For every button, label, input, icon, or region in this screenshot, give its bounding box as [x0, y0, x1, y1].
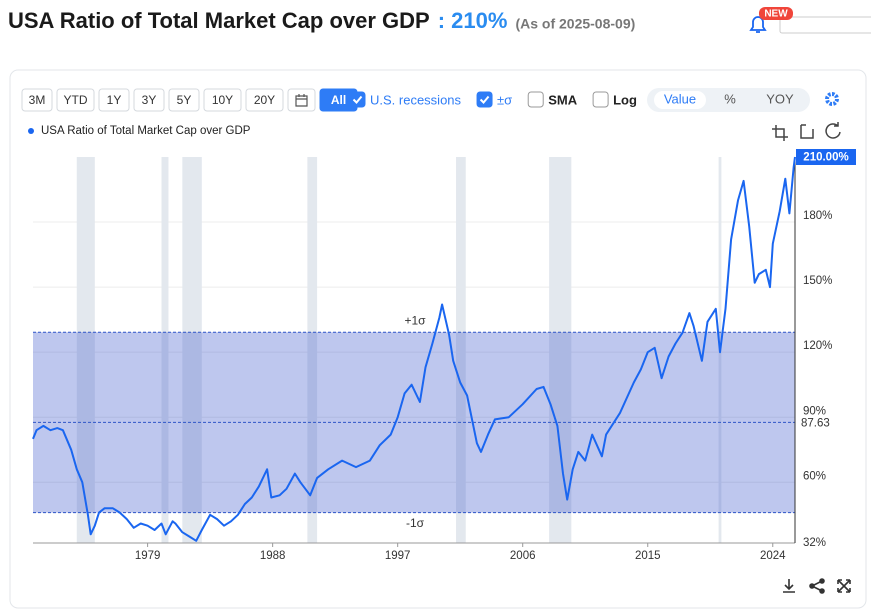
range-label[interactable]: 3M [29, 93, 46, 107]
bottom-tools[interactable] [783, 578, 851, 594]
sigma-lower-label: -1σ [406, 516, 425, 530]
option-label[interactable]: ±σ [497, 92, 512, 107]
recession-band [182, 157, 202, 543]
range-label[interactable]: 5Y [177, 93, 192, 107]
y-tick-label: 150% [803, 275, 832, 287]
legend-marker [28, 128, 34, 134]
recession-band [76, 157, 95, 543]
share-icon[interactable] [809, 578, 825, 594]
y-tick-label: 90% [803, 405, 826, 417]
range-label[interactable]: 10Y [212, 93, 233, 107]
check-mark [479, 95, 490, 104]
last-value-label: 210.00% [803, 152, 848, 164]
card [9, 69, 867, 609]
recession-band [456, 157, 466, 543]
y-tick-label: 180% [803, 210, 832, 222]
option-label[interactable]: SMA [548, 92, 578, 107]
range-label[interactable]: 1Y [107, 93, 122, 107]
new-badge-text: NEW [764, 9, 788, 20]
as-of-date: (As of 2025-08-09) [515, 16, 635, 32]
calendar-icon [295, 94, 308, 107]
expand-icon[interactable] [837, 579, 851, 593]
mode-label[interactable]: Value [664, 91, 696, 106]
x-tick-label: 1997 [385, 550, 411, 562]
search-input[interactable] [779, 16, 871, 34]
mean-label: 87.63 [801, 417, 830, 429]
series-line [32, 156, 796, 542]
range-label[interactable]: 3Y [142, 93, 157, 107]
checkbox[interactable] [349, 91, 366, 108]
range-button[interactable] [133, 88, 165, 112]
checkbox[interactable] [476, 91, 493, 108]
x-tick-label: 1988 [260, 550, 286, 562]
range-label[interactable]: All [331, 93, 346, 107]
calendar-button[interactable] [287, 88, 316, 112]
range-label[interactable]: 20Y [254, 93, 275, 107]
recession-band [307, 157, 318, 543]
download-icon[interactable] [783, 579, 795, 593]
headline-value: : 210% [438, 8, 508, 33]
reset-icon[interactable] [800, 124, 814, 139]
zoom-icon[interactable] [772, 125, 788, 141]
y-tick-label: 60% [803, 470, 826, 482]
range-label[interactable]: YTD [64, 93, 88, 107]
last-value-box [796, 149, 856, 165]
y-tick-label: 120% [803, 340, 832, 352]
settings-icon[interactable] [825, 92, 839, 106]
recession-band [161, 157, 169, 543]
refresh-icon[interactable] [825, 122, 841, 139]
option-label[interactable]: Log [613, 92, 637, 107]
option-label[interactable]: U.S. recessions [370, 92, 462, 107]
x-tick-label: 2024 [760, 550, 786, 562]
x-tick-label: 1979 [135, 550, 161, 562]
range-button[interactable] [168, 88, 200, 112]
y-tick-label: 32% [803, 537, 826, 549]
checkbox[interactable] [592, 91, 609, 108]
mode-selected[interactable] [654, 91, 706, 109]
bell-icon[interactable] [749, 16, 767, 33]
mode-label[interactable]: YOY [766, 91, 794, 106]
range-button[interactable] [203, 88, 242, 112]
checkbox[interactable] [527, 91, 544, 108]
page-title: USA Ratio of Total Market Cap over GDP [8, 8, 430, 33]
range-button[interactable] [98, 88, 130, 112]
mode-label[interactable]: % [724, 91, 736, 106]
check-mark [352, 95, 363, 104]
range-button[interactable] [21, 88, 53, 112]
x-tick-label: 2006 [510, 550, 536, 562]
x-tick-label: 2015 [635, 550, 661, 562]
range-button[interactable] [245, 88, 284, 112]
range-button[interactable] [56, 88, 95, 112]
recession-band [549, 157, 572, 543]
chart-tools[interactable] [772, 122, 841, 141]
sigma-upper-label: +1σ [404, 313, 426, 327]
new-badge [759, 7, 793, 20]
legend-label[interactable]: USA Ratio of Total Market Cap over GDP [41, 125, 251, 137]
